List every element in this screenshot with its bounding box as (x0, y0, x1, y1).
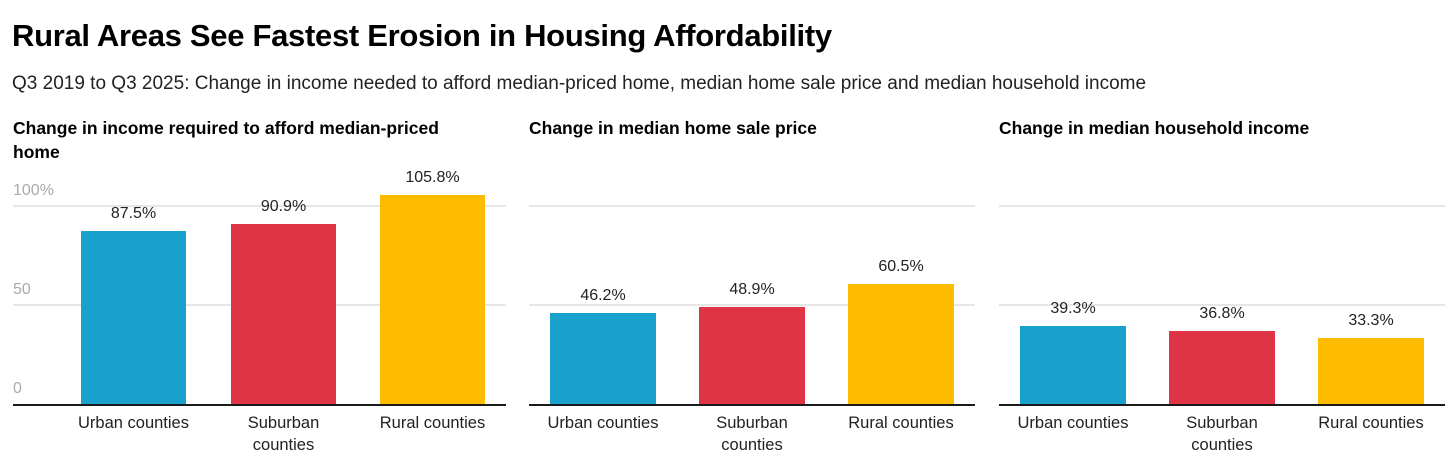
chart-title: Rural Areas See Fastest Erosion in Housi… (12, 18, 832, 53)
y-tick-label: 50 (13, 281, 31, 298)
bar (1020, 326, 1126, 404)
baseline (13, 404, 506, 406)
gridline (13, 205, 506, 207)
chart-subtitle: Q3 2019 to Q3 2025: Change in income nee… (12, 73, 1147, 94)
y-tick-label: 0 (13, 380, 22, 397)
category-label: Urban counties (547, 414, 659, 432)
gridline (999, 304, 1445, 306)
bar (231, 224, 336, 404)
bar (550, 312, 656, 404)
category-label: Rural counties (848, 414, 954, 432)
bar (699, 307, 805, 404)
category-label: Suburban counties (716, 414, 788, 454)
value-label: 33.3% (1348, 312, 1394, 330)
bar (81, 230, 186, 404)
gridline (999, 205, 1445, 207)
value-label: 36.8% (1199, 305, 1245, 323)
y-tick-label: 100% (13, 182, 54, 199)
bar (380, 194, 485, 404)
panel-title: Change in income required to afford medi… (13, 118, 439, 162)
value-label: 105.8% (405, 168, 460, 186)
gridline (529, 304, 975, 306)
category-label: Suburban counties (247, 414, 320, 454)
panel-title: Change in median household income (999, 118, 1310, 138)
value-label: 90.9% (260, 198, 307, 216)
baseline (999, 404, 1445, 406)
value-label: 60.5% (878, 258, 924, 276)
bar (848, 284, 954, 404)
value-label: 39.3% (1050, 300, 1096, 318)
category-label: Rural counties (1318, 414, 1424, 432)
bar (1318, 338, 1424, 404)
category-label: Rural counties (379, 414, 486, 432)
value-label: 87.5% (110, 204, 157, 222)
value-label: 48.9% (729, 281, 775, 299)
gridline (529, 205, 975, 207)
bar (1169, 331, 1275, 404)
category-label: Suburban counties (1186, 414, 1258, 454)
panel-title: Change in median home sale price (529, 118, 817, 138)
baseline (529, 404, 975, 406)
category-label: Urban counties (1017, 414, 1129, 432)
category-label: Urban counties (78, 414, 189, 432)
value-label: 46.2% (580, 286, 626, 304)
